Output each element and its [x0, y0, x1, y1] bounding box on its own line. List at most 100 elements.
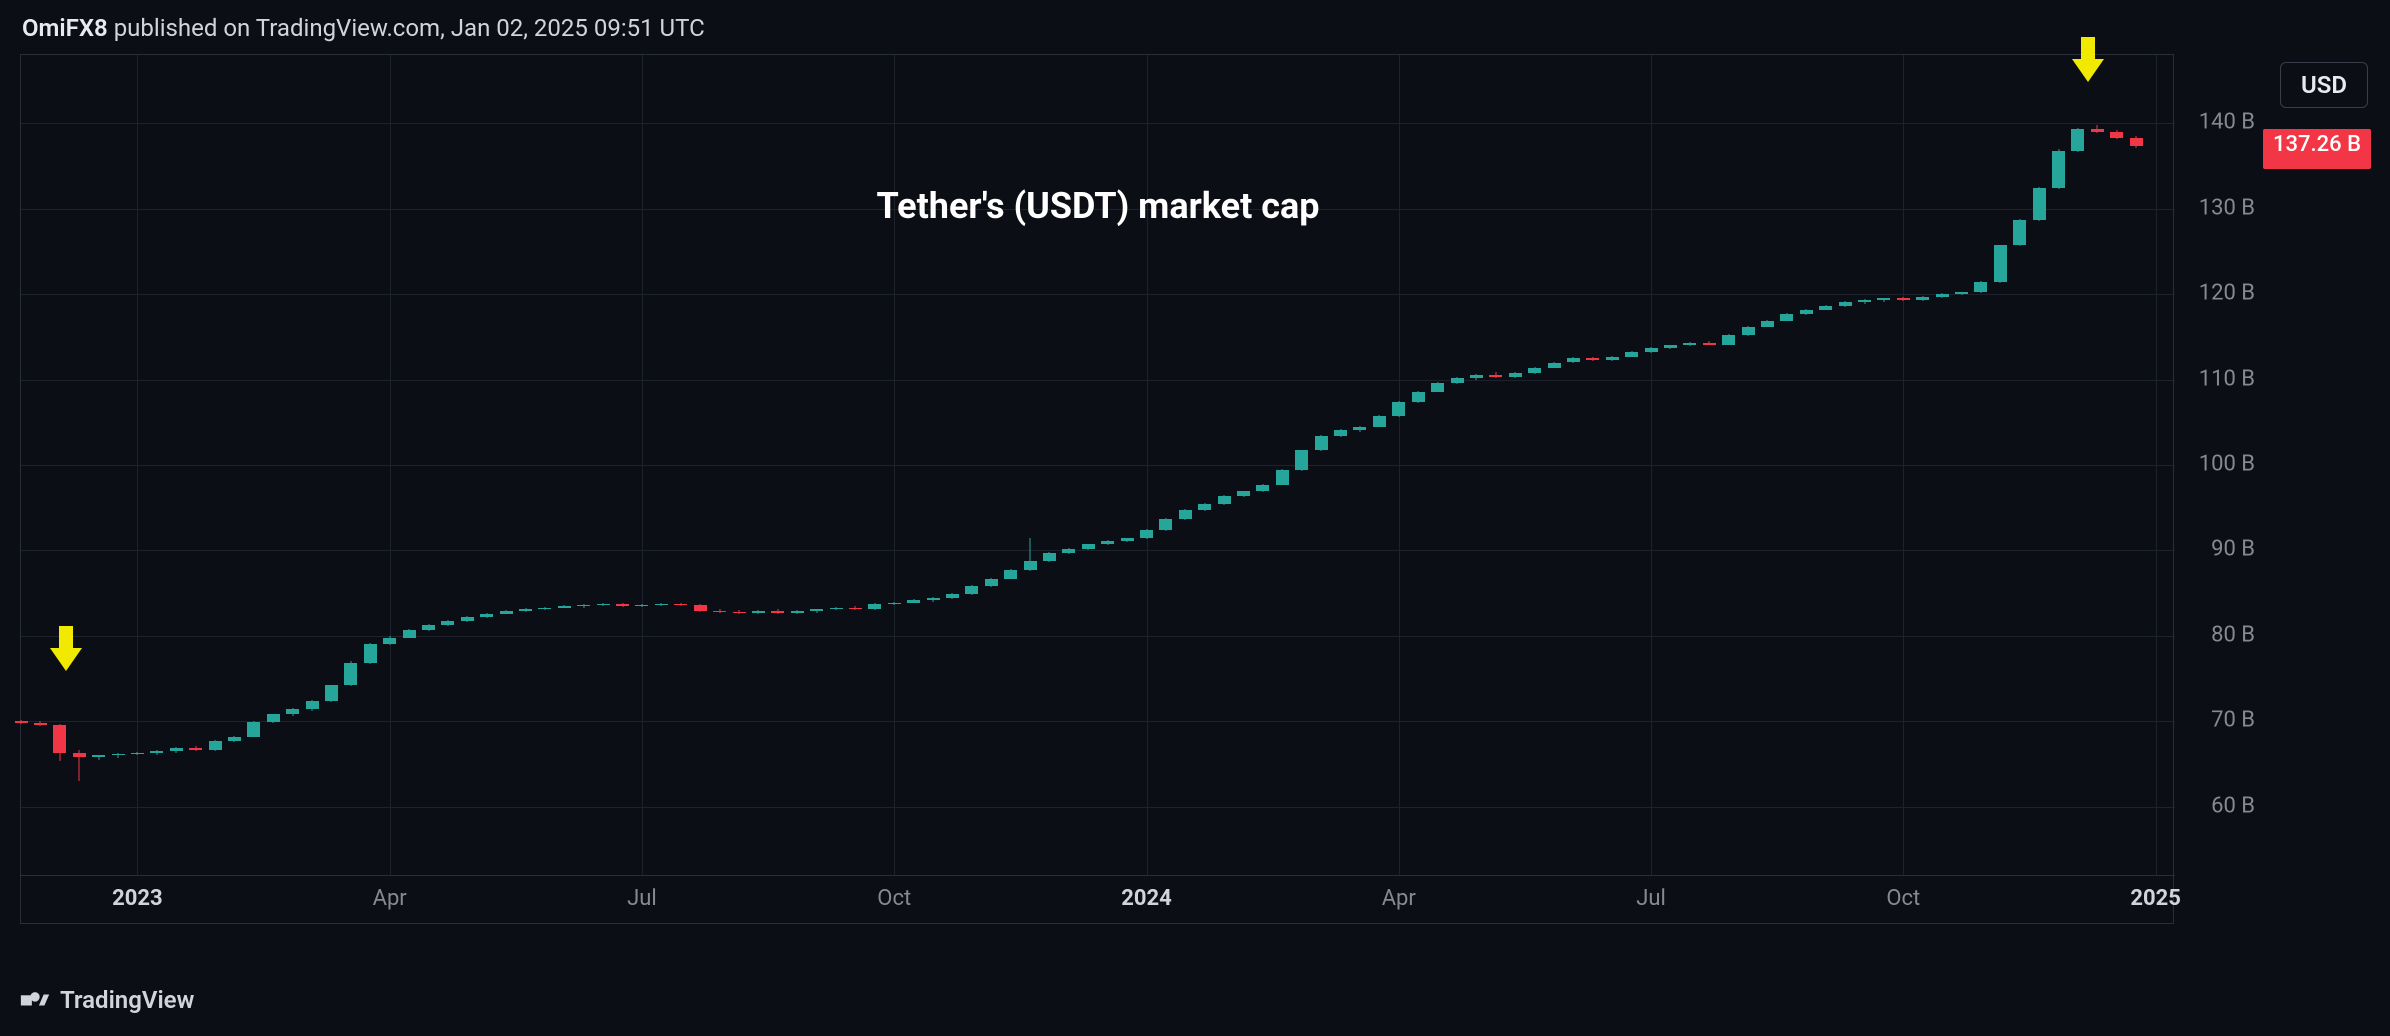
candle [519, 55, 532, 875]
candle [1276, 55, 1289, 875]
candle [112, 55, 125, 875]
candle [558, 55, 571, 875]
candle [1024, 55, 1037, 875]
author-name: OmiFX8 [22, 14, 108, 42]
candle [1082, 55, 1095, 875]
candle [1392, 55, 1405, 875]
candle [597, 55, 610, 875]
candle [2033, 55, 2046, 875]
candle [1548, 55, 1561, 875]
x-tick-label: Apr [373, 886, 407, 911]
candle [1761, 55, 1774, 875]
candle [1877, 55, 1890, 875]
candle [1431, 55, 1444, 875]
candle [907, 55, 920, 875]
plot-area[interactable]: Tether's (USDT) market cap [21, 55, 2175, 875]
chart-title: Tether's (USDT) market cap [21, 185, 2175, 227]
y-tick-label: 90 B [2211, 537, 2255, 562]
candle [1994, 55, 2007, 875]
candle [810, 55, 823, 875]
arrow-down-icon [50, 626, 86, 671]
candle [73, 55, 86, 875]
publish-rest: published on TradingView.com, Jan 02, 20… [108, 14, 705, 42]
candle [1664, 55, 1677, 875]
y-tick-label: 80 B [2211, 622, 2255, 647]
candle [209, 55, 222, 875]
y-tick-label: 100 B [2199, 452, 2255, 477]
candle [364, 55, 377, 875]
candle [868, 55, 881, 875]
candle [189, 55, 202, 875]
candle [2071, 55, 2084, 875]
y-tick-label: 140 B [2199, 110, 2255, 135]
candle [461, 55, 474, 875]
candle [383, 55, 396, 875]
candle [616, 55, 629, 875]
candle [1936, 55, 1949, 875]
candle [422, 55, 435, 875]
candle [1043, 55, 1056, 875]
candle [228, 55, 241, 875]
arrow-down-icon [2072, 37, 2108, 82]
y-tick-label: 70 B [2211, 708, 2255, 733]
y-axis: 60 B70 B80 B90 B100 B110 B120 B130 B140 … [2175, 54, 2375, 924]
candle [830, 55, 843, 875]
y-tick-label: 120 B [2199, 281, 2255, 306]
candle [1722, 55, 1735, 875]
candle [577, 55, 590, 875]
candle [1159, 55, 1172, 875]
candle [1121, 55, 1134, 875]
candle [306, 55, 319, 875]
candle [1916, 55, 1929, 875]
candle [1101, 55, 1114, 875]
candle [1955, 55, 1968, 875]
candle [1645, 55, 1658, 875]
candle [1256, 55, 1269, 875]
candle [2052, 55, 2065, 875]
candle [1489, 55, 1502, 875]
candle [15, 55, 28, 875]
candle [1315, 55, 1328, 875]
candle [170, 55, 183, 875]
candle [985, 55, 998, 875]
x-tick-label: Oct [877, 886, 911, 911]
candle [752, 55, 765, 875]
candle [286, 55, 299, 875]
candle [344, 55, 357, 875]
candle [635, 55, 648, 875]
x-tick-label: 2024 [1121, 886, 1172, 911]
watermark: TradingView [20, 986, 194, 1014]
candle [1586, 55, 1599, 875]
candle [694, 55, 707, 875]
publish-info: OmiFX8 published on TradingView.com, Jan… [22, 14, 705, 42]
candle [1528, 55, 1541, 875]
candle [1353, 55, 1366, 875]
candle [2091, 55, 2104, 875]
candle [480, 55, 493, 875]
candle [53, 55, 66, 875]
candle [1004, 55, 1017, 875]
candle [1897, 55, 1910, 875]
x-axis: 2023AprJulOct2024AprJulOct2025 [21, 875, 2175, 924]
x-tick-label: 2023 [112, 886, 163, 911]
x-tick-label: Jul [1636, 886, 1666, 911]
candle [946, 55, 959, 875]
candle [1470, 55, 1483, 875]
candle [888, 55, 901, 875]
candle [1295, 55, 1308, 875]
candle [267, 55, 280, 875]
candle [674, 55, 687, 875]
candle [247, 55, 260, 875]
candle [791, 55, 804, 875]
candle [1198, 55, 1211, 875]
candle [2110, 55, 2123, 875]
candle [1625, 55, 1638, 875]
candle [1062, 55, 1075, 875]
candle [1567, 55, 1580, 875]
candle [1334, 55, 1347, 875]
last-price-badge: 137.26 B [2263, 129, 2371, 169]
candle [1237, 55, 1250, 875]
candle [2130, 55, 2143, 875]
x-tick-label: Jul [627, 886, 657, 911]
tradingview-logo-icon [20, 989, 50, 1011]
